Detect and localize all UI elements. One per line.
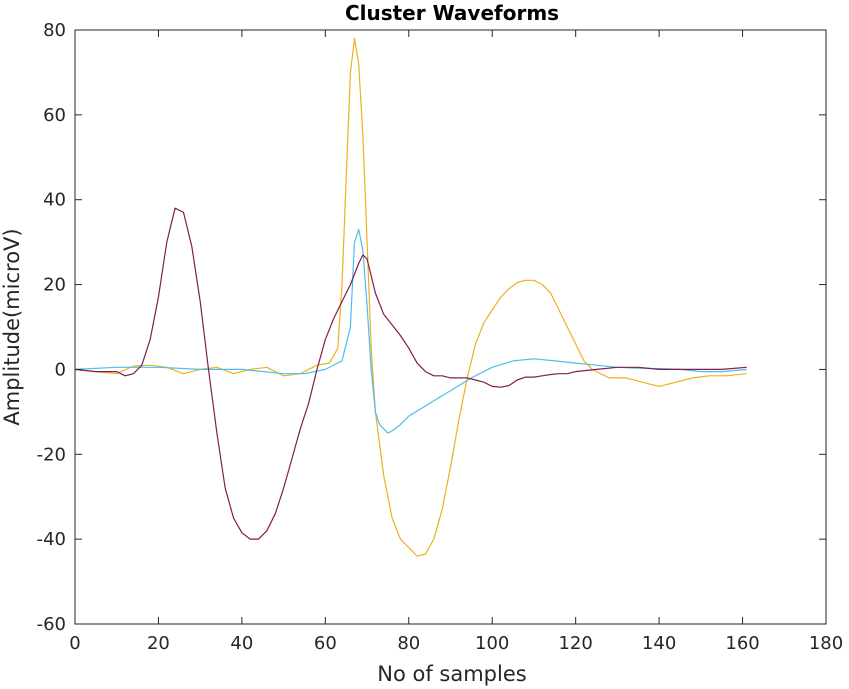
- y-tick-label: 60: [43, 105, 66, 126]
- tick-layer: 0 20 40 60 80 100 120 140 160 180 80 60 40 20 0 -20 -40 -…: [37, 20, 844, 654]
- y-tick-label: -20: [37, 444, 66, 465]
- waveform-line-3: [74, 207, 747, 540]
- x-tick-label: 60: [314, 633, 337, 654]
- y-tick-label: -40: [37, 529, 66, 550]
- x-tick-label: 160: [725, 633, 759, 654]
- x-tick-label: 80: [397, 633, 420, 654]
- x-tick-label: 140: [642, 633, 676, 654]
- x-tick-label: 0: [69, 633, 80, 654]
- series-layer: [74, 37, 747, 557]
- x-tick-label: 180: [809, 633, 843, 654]
- x-tick-label: 40: [230, 633, 253, 654]
- y-tick-label: 0: [55, 359, 66, 380]
- x-tick-label: 20: [147, 633, 170, 654]
- x-tick-label: 120: [558, 633, 592, 654]
- x-axis-label: No of samples: [377, 662, 526, 686]
- y-tick-label: -60: [37, 614, 66, 635]
- waveform-line-1: [74, 37, 747, 557]
- y-tick-label: 40: [43, 190, 66, 211]
- plot-area: [74, 29, 827, 625]
- y-axis-label: Amplitude(microV): [0, 228, 24, 425]
- x-tick-label: 100: [475, 633, 509, 654]
- y-tick-label: 80: [43, 20, 66, 41]
- y-tick-label: 20: [43, 275, 66, 296]
- chart-title: Cluster Waveforms: [345, 1, 559, 25]
- waveform-line-2: [74, 228, 747, 434]
